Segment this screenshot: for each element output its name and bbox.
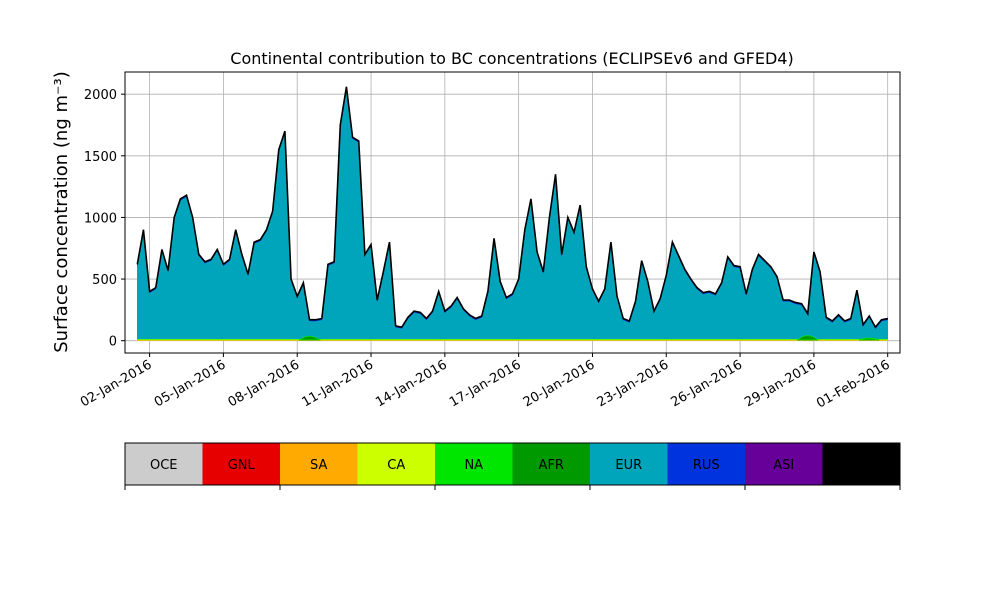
x-tick-label: 20-Jan-2016 — [521, 357, 598, 410]
x-tick-label: 14-Jan-2016 — [373, 357, 450, 410]
afr-bump-1 — [298, 335, 321, 341]
legend-label-gnl: GNL — [228, 458, 256, 473]
x-tick-label: 02-Jan-2016 — [78, 357, 155, 410]
y-tick-label: 1500 — [84, 150, 117, 165]
legend-swatch-na — [435, 443, 513, 485]
legend-frame — [124, 442, 901, 486]
legend-swatch-sa — [280, 443, 358, 485]
legend-swatch-oce — [125, 443, 203, 485]
y-axis-title: Surface concentration (ng m⁻³) — [51, 71, 72, 353]
x-tick-label: 26-Jan-2016 — [668, 357, 745, 410]
legend-label-na: NA — [464, 458, 483, 473]
y-tick-label: 0 — [109, 335, 117, 350]
legend-swatch-gnl — [202, 443, 280, 485]
legend-label-oce: OCE — [150, 458, 178, 473]
legend-label-sa: SA — [310, 458, 327, 473]
x-tick-label: 08-Jan-2016 — [226, 357, 303, 410]
legend-label-asi: ASI — [773, 458, 794, 473]
legend-swatch-rus — [667, 443, 745, 485]
chart-title: Continental contribution to BC concentra… — [230, 49, 793, 68]
legend-label-aus: AUS — [848, 458, 875, 473]
legend-swatch-ca — [357, 443, 435, 485]
legend-swatch-aus — [822, 443, 900, 485]
legend: OCE GNL SA CA NA AFR EUR RUS ASI AUS — [124, 442, 901, 490]
y-tick-label: 1000 — [84, 211, 117, 226]
total-line — [136, 86, 888, 329]
y-tick-label: 2000 — [84, 88, 117, 103]
legend-swatch-asi — [745, 443, 823, 485]
afr-bump-3 — [859, 337, 880, 341]
legend-swatch-eur — [590, 443, 668, 485]
legend-label-afr: AFR — [539, 458, 564, 473]
x-tick-label: 01-Feb-2016 — [814, 357, 893, 411]
x-tick-label: 29-Jan-2016 — [742, 357, 819, 410]
legend-label-ca: CA — [387, 458, 405, 473]
x-tick-label: 17-Jan-2016 — [447, 357, 524, 410]
afr-bump-2 — [796, 335, 819, 341]
x-tick-label: 23-Jan-2016 — [595, 357, 672, 410]
y-tick-label: 500 — [92, 273, 117, 288]
legend-label-rus: RUS — [693, 458, 720, 473]
x-tick-label: 11-Jan-2016 — [299, 357, 376, 410]
legend-label-eur: EUR — [615, 458, 642, 473]
legend-swatch-afr — [512, 443, 590, 485]
plot-frame — [124, 71, 901, 354]
x-tick-label: 05-Jan-2016 — [152, 357, 229, 410]
plot-area: 0 500 1000 1500 2000 02-Jan-201605-Jan-201608… — [78, 71, 901, 411]
